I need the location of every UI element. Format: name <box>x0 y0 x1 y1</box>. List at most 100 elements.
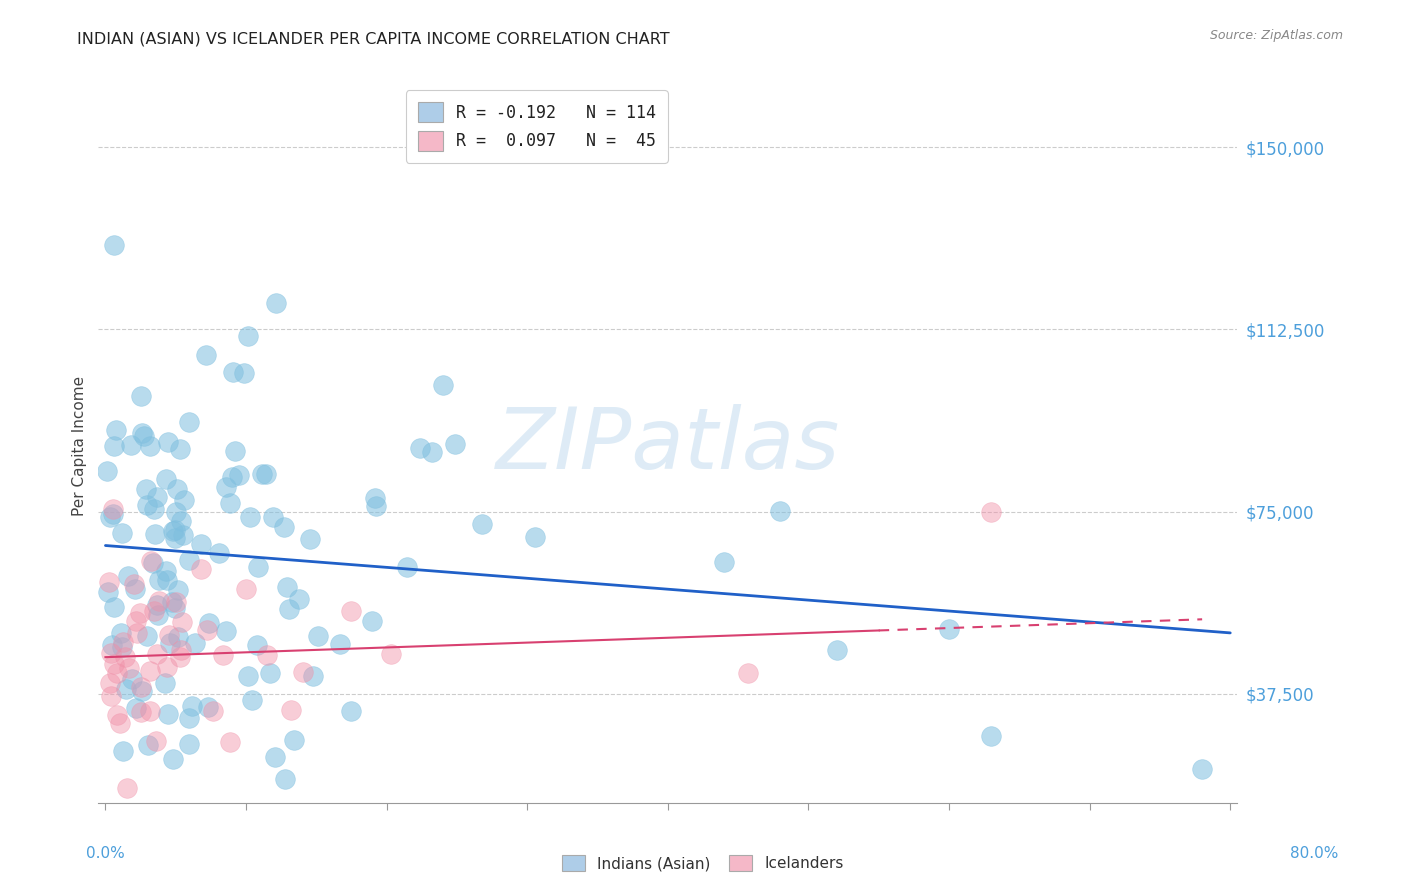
Point <box>215 480 238 494</box>
Point <box>142 556 165 570</box>
Point <box>221 470 243 484</box>
Point <box>141 553 163 567</box>
Point <box>259 666 281 681</box>
Point <box>211 648 233 663</box>
Point <box>131 684 153 698</box>
Point <box>980 729 1002 743</box>
Point <box>136 629 159 643</box>
Point <box>103 502 125 516</box>
Point <box>165 595 187 609</box>
Point <box>143 526 166 541</box>
Point <box>222 365 245 379</box>
Point <box>239 509 262 524</box>
Point <box>100 638 122 652</box>
Point <box>340 604 363 618</box>
Point <box>117 569 139 583</box>
Point <box>129 389 152 403</box>
Text: ZIPatlas: ZIPatlas <box>496 404 839 488</box>
Point <box>177 737 200 751</box>
Text: Source: ZipAtlas.com: Source: ZipAtlas.com <box>1209 29 1343 42</box>
Point <box>197 615 219 630</box>
Point <box>364 491 387 506</box>
Point <box>163 532 186 546</box>
Point <box>98 509 121 524</box>
Point <box>110 715 132 730</box>
Point <box>114 681 136 696</box>
Point <box>938 623 960 637</box>
Point <box>131 705 153 719</box>
Point <box>131 425 153 440</box>
Point <box>155 564 177 578</box>
Point <box>273 772 295 786</box>
Point <box>145 598 167 612</box>
Text: 0.0%: 0.0% <box>86 846 125 861</box>
Point <box>256 648 278 662</box>
Point <box>162 595 184 609</box>
Point <box>246 638 269 652</box>
Point <box>177 553 200 567</box>
Point <box>280 703 302 717</box>
Point <box>162 524 184 539</box>
Point <box>145 734 167 748</box>
Point <box>235 582 257 596</box>
Point <box>523 530 546 544</box>
Point <box>165 524 187 538</box>
Point <box>100 646 122 660</box>
Point <box>157 435 180 450</box>
Text: 80.0%: 80.0% <box>1291 846 1339 861</box>
Point <box>444 437 467 451</box>
Point <box>127 626 149 640</box>
Point <box>139 704 162 718</box>
Point <box>165 505 187 519</box>
Legend: Indians (Asian), Icelanders: Indians (Asian), Icelanders <box>557 849 849 877</box>
Legend: R = -0.192   N = 114, R =  0.097   N =  45: R = -0.192 N = 114, R = 0.097 N = 45 <box>406 90 668 162</box>
Point <box>98 676 121 690</box>
Point <box>254 467 277 481</box>
Point <box>105 423 128 437</box>
Point <box>207 546 229 560</box>
Point <box>184 636 207 650</box>
Point <box>288 592 311 607</box>
Point <box>110 626 132 640</box>
Point <box>135 482 157 496</box>
Point <box>177 415 200 429</box>
Point <box>103 657 125 672</box>
Point <box>167 582 190 597</box>
Point <box>219 735 242 749</box>
Point <box>380 647 402 661</box>
Point <box>159 636 181 650</box>
Point <box>420 445 443 459</box>
Point <box>170 514 193 528</box>
Text: INDIAN (ASIAN) VS ICELANDER PER CAPITA INCOME CORRELATION CHART: INDIAN (ASIAN) VS ICELANDER PER CAPITA I… <box>77 31 669 46</box>
Point <box>146 608 169 623</box>
Point <box>264 295 287 310</box>
Point <box>121 673 143 687</box>
Point <box>103 439 125 453</box>
Point <box>146 490 169 504</box>
Point <box>238 669 260 683</box>
Point <box>236 329 259 343</box>
Point <box>110 525 132 540</box>
Point <box>155 472 177 486</box>
Point <box>215 624 238 638</box>
Point <box>202 705 225 719</box>
Point <box>129 606 152 620</box>
Point <box>273 520 295 534</box>
Point <box>240 693 263 707</box>
Point <box>101 507 124 521</box>
Point <box>103 599 125 614</box>
Point <box>769 504 792 518</box>
Point <box>136 498 159 512</box>
Point <box>307 629 329 643</box>
Point <box>218 496 240 510</box>
Point <box>825 642 848 657</box>
Point <box>471 516 494 531</box>
Point <box>169 442 191 457</box>
Point <box>364 499 387 513</box>
Point <box>262 510 284 524</box>
Point <box>132 428 155 442</box>
Point <box>713 555 735 569</box>
Point <box>395 559 418 574</box>
Point <box>138 439 160 453</box>
Point <box>233 366 256 380</box>
